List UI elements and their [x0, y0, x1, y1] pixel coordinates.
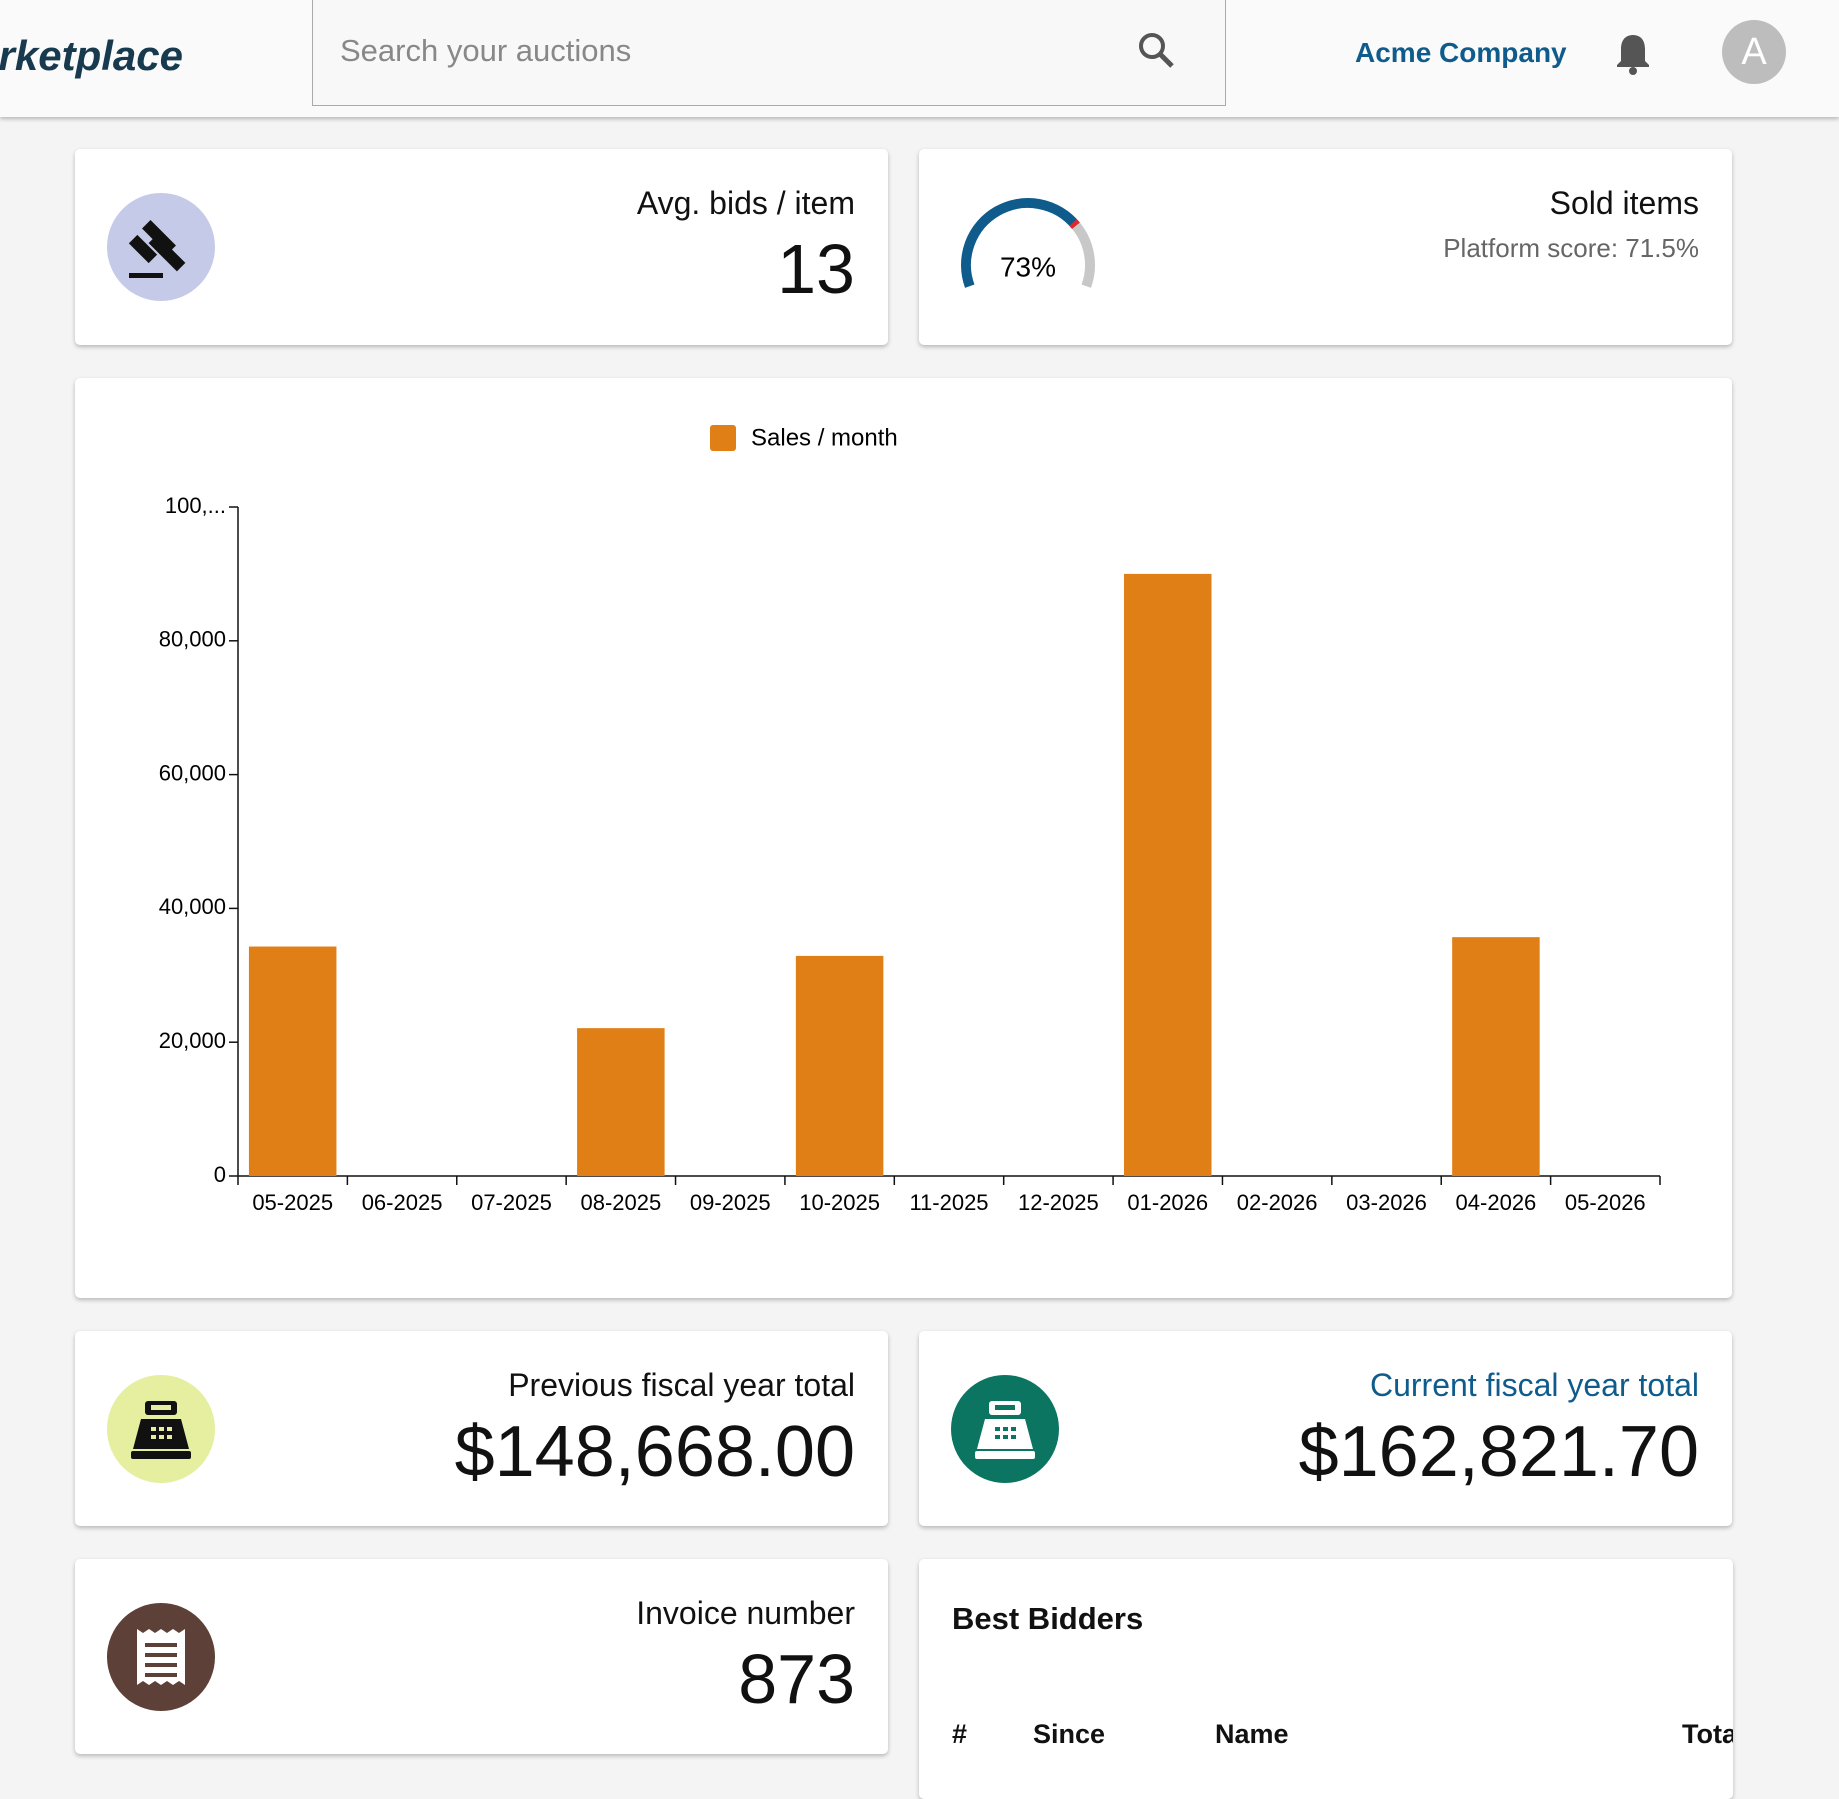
bar [577, 1028, 665, 1176]
chart-card: 0 20,000 40,000 60,000 80,000 100,... 05-2025 0… [75, 378, 1732, 1298]
x-tick-label: 05-2025 [252, 1190, 333, 1215]
receipt-glyph [137, 1629, 185, 1685]
x-tick-label: 12-2025 [1018, 1190, 1099, 1215]
logo[interactable]: Marketplace [0, 32, 183, 79]
card-value: 873 [738, 1640, 855, 1718]
y-tick-label: 0 [214, 1162, 226, 1187]
x-tick-label: 11-2025 [909, 1190, 988, 1215]
best-bidders-card: Best Bidders # Since Name Total [919, 1559, 1733, 1799]
y-tick-label: 60,000 [159, 760, 226, 785]
search-placeholder: Search your auctions [340, 33, 632, 68]
gauge-track [1071, 222, 1095, 288]
gauge-label: 73% [1000, 251, 1056, 282]
gauge-marker [1069, 218, 1080, 229]
card-title: Invoice number [636, 1595, 855, 1631]
table-title: Best Bidders [952, 1601, 1144, 1636]
register-glyph [131, 1401, 191, 1459]
legend-label: Sales / month [751, 424, 898, 451]
search-icon[interactable] [1136, 30, 1176, 70]
card-title: Current fiscal year total [1369, 1367, 1699, 1403]
register-icon [951, 1375, 1059, 1483]
column-header[interactable]: Name [1215, 1719, 1289, 1749]
bar [248, 946, 337, 1176]
invoice-card: Invoice number 873 [75, 1559, 888, 1754]
receipt-icon [107, 1603, 215, 1711]
card-value: 13 [777, 230, 855, 308]
x-tick-label: 04-2026 [1456, 1190, 1537, 1215]
card-title: Avg. bids / item [636, 185, 855, 221]
card-title: Previous fiscal year total [508, 1367, 855, 1403]
register-icon [107, 1375, 215, 1483]
company-name[interactable]: Acme Company [1355, 37, 1567, 68]
gauge: 73% [961, 198, 1095, 288]
previous-fy-card: Previous fiscal year total $148,668.00 [75, 1331, 888, 1526]
y-tick-label: 80,000 [159, 627, 226, 652]
column-header[interactable]: # [952, 1719, 968, 1749]
card-title: Sold items [1549, 185, 1699, 221]
x-tick-label: 05-2026 [1565, 1190, 1646, 1215]
column-header[interactable]: Total [1682, 1719, 1733, 1749]
gavel-icon [107, 193, 215, 301]
column-header[interactable]: Since [1033, 1719, 1106, 1749]
y-tick-label: 20,000 [159, 1028, 226, 1053]
card-subtitle: Platform score: 71.5% [1443, 233, 1699, 263]
x-tick-label: 09-2025 [690, 1190, 771, 1215]
sold-items-card: 73% Sold items Platform score: 71.5% [919, 149, 1732, 345]
x-tick-label: 07-2025 [471, 1190, 552, 1215]
avg-bids-card: Avg. bids / item 13 [75, 149, 888, 345]
card-value: $148,668.00 [454, 1412, 855, 1492]
notifications-icon[interactable] [1613, 31, 1653, 75]
bar [1124, 573, 1212, 1176]
y-tick-label: 100,... [165, 493, 226, 518]
x-tick-label: 02-2026 [1237, 1190, 1318, 1215]
register-glyph [975, 1401, 1035, 1459]
header: Marketplace Search your auctions Acme Co… [0, 0, 1839, 117]
legend-swatch [710, 425, 736, 451]
y-tick-label: 40,000 [159, 894, 226, 919]
bar [1452, 937, 1540, 1176]
avatar[interactable]: A [1722, 20, 1786, 84]
current-fy-card: Current fiscal year total $162,821.70 [919, 1331, 1732, 1526]
card-value: $162,821.70 [1298, 1412, 1699, 1492]
x-tick-label: 06-2025 [362, 1190, 443, 1215]
chart: 0 20,000 40,000 60,000 80,000 100,... 05-2025 0… [159, 424, 1661, 1215]
x-tick-label: 10-2025 [799, 1190, 880, 1215]
x-tick-label: 08-2025 [580, 1190, 661, 1215]
bar [795, 955, 884, 1176]
gauge-value [961, 198, 1080, 288]
search-box[interactable]: Search your auctions [312, 0, 1226, 106]
gavel-glyph [128, 220, 186, 278]
x-tick-label: 03-2026 [1346, 1190, 1427, 1215]
x-tick-label: 01-2026 [1127, 1190, 1208, 1215]
